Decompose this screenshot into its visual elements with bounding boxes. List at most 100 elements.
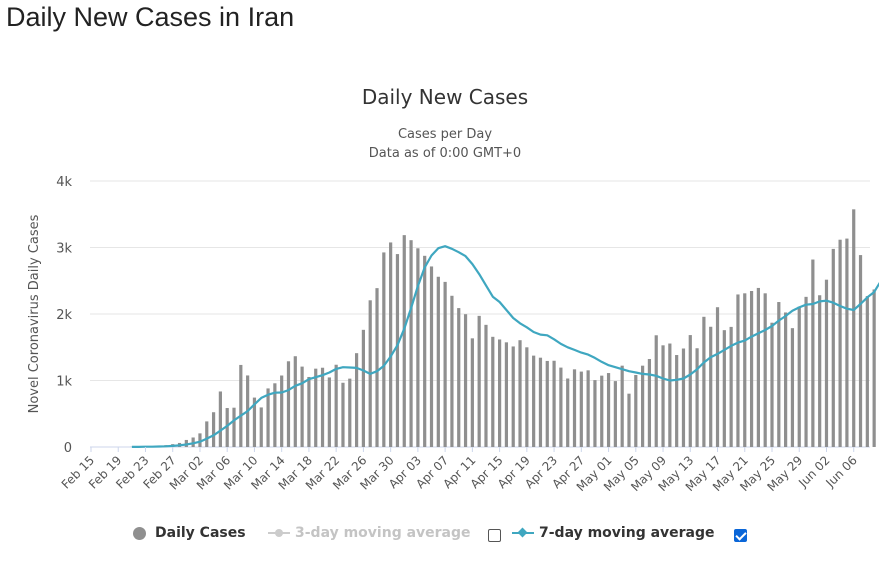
bar-daily-cases[interactable] [273,383,277,447]
bar-daily-cases[interactable] [511,346,515,447]
bar-daily-cases[interactable] [593,380,597,447]
bar-daily-cases[interactable] [484,324,488,447]
bar-daily-cases[interactable] [613,381,617,447]
bar-daily-cases[interactable] [436,276,440,447]
bar-daily-cases[interactable] [736,294,740,447]
bar-daily-cases[interactable] [232,407,236,447]
bar-daily-cases[interactable] [838,239,842,447]
bar-daily-cases[interactable] [784,312,788,447]
bar-daily-cases[interactable] [320,367,325,447]
bar-daily-cases[interactable] [532,355,536,447]
legend-item-daily-cases[interactable]: Daily Cases [133,525,246,541]
bar-daily-cases[interactable] [620,365,624,447]
bar-daily-cases[interactable] [334,364,338,447]
bar-daily-cases[interactable] [545,360,549,447]
bar-daily-cases[interactable] [382,252,386,447]
bar-daily-cases[interactable] [566,378,570,447]
bar-daily-cases[interactable] [361,329,365,447]
checkbox-3day-average[interactable] [488,529,501,542]
bar-daily-cases[interactable] [797,306,801,447]
bar-daily-cases[interactable] [695,348,699,447]
bar-daily-cases[interactable] [831,248,835,447]
bar-daily-cases[interactable] [409,240,413,447]
bar-daily-cases[interactable] [300,366,304,447]
bar-daily-cases[interactable] [375,288,379,447]
bar-daily-cases[interactable] [872,289,876,447]
bar-daily-cases[interactable] [389,242,393,447]
bar-daily-cases[interactable] [845,238,849,447]
bar-daily-cases[interactable] [586,370,590,447]
bar-daily-cases[interactable] [491,336,495,447]
bar-daily-cases[interactable] [518,340,522,447]
bar-daily-cases[interactable] [348,378,352,447]
bar-daily-cases[interactable] [498,339,502,447]
bar-daily-cases[interactable] [307,376,311,447]
bar-daily-cases[interactable] [423,255,427,447]
bar-daily-cases[interactable] [538,357,543,447]
checkbox-checked-icon[interactable] [734,529,747,542]
bar-daily-cases[interactable] [266,388,270,447]
bar-daily-cases[interactable] [416,248,420,447]
bar-daily-cases[interactable] [572,369,577,447]
bar-daily-cases[interactable] [470,338,474,447]
bar-daily-cases[interactable] [661,345,665,447]
bar-daily-cases[interactable] [252,397,257,447]
bar-daily-cases[interactable] [722,330,726,447]
bar-daily-cases[interactable] [477,315,481,447]
bar-daily-cases[interactable] [198,433,202,447]
bar-daily-cases[interactable] [858,255,863,447]
bar-daily-cases[interactable] [286,361,291,447]
bar-daily-cases[interactable] [641,365,645,447]
bar-daily-cases[interactable] [239,364,243,447]
bar-daily-cases[interactable] [211,412,216,447]
bar-daily-cases[interactable] [811,259,815,447]
bar-daily-cases[interactable] [205,421,209,447]
bar-daily-cases[interactable] [824,279,829,447]
bar-daily-cases[interactable] [654,335,658,447]
bar-daily-cases[interactable] [327,377,331,447]
bar-daily-cases[interactable] [225,408,229,447]
bar-daily-cases[interactable] [749,290,754,447]
bar-daily-cases[interactable] [675,355,679,447]
bar-daily-cases[interactable] [293,356,297,447]
bar-daily-cases[interactable] [715,307,720,447]
bar-daily-cases[interactable] [647,359,652,447]
bar-daily-cases[interactable] [463,314,468,447]
bar-daily-cases[interactable] [504,342,509,447]
bar-daily-cases[interactable] [804,296,808,447]
bar-daily-cases[interactable] [702,316,706,447]
bar-daily-cases[interactable] [280,375,284,447]
bar-daily-cases[interactable] [688,335,692,447]
bar-daily-cases[interactable] [790,328,795,447]
bar-daily-cases[interactable] [729,326,733,447]
bar-daily-cases[interactable] [627,393,631,447]
bar-daily-cases[interactable] [600,375,604,447]
bar-daily-cases[interactable] [770,322,774,447]
legend-item-7day-average[interactable]: 7-day moving average [512,525,715,541]
bar-daily-cases[interactable] [852,209,856,447]
bar-daily-cases[interactable] [606,373,611,447]
checkbox-unchecked-icon[interactable] [488,529,501,542]
bar-daily-cases[interactable] [709,326,713,447]
bar-daily-cases[interactable] [341,382,345,447]
bar-daily-cases[interactable] [259,407,263,447]
bar-daily-cases[interactable] [429,266,434,447]
bar-daily-cases[interactable] [763,293,767,447]
bar-daily-cases[interactable] [668,343,672,447]
bar-daily-cases[interactable] [818,295,822,447]
legend-item-3day-average[interactable]: 3-day moving average [268,525,471,541]
bar-daily-cases[interactable] [681,348,686,447]
bar-daily-cases[interactable] [402,235,406,447]
bar-daily-cases[interactable] [450,295,454,447]
bar-daily-cases[interactable] [552,360,556,447]
bar-daily-cases[interactable] [559,367,563,447]
bar-daily-cases[interactable] [443,281,447,447]
bar-daily-cases[interactable] [457,308,461,447]
bar-daily-cases[interactable] [865,296,869,447]
bar-daily-cases[interactable] [525,347,529,447]
bar-daily-cases[interactable] [218,391,222,447]
bar-daily-cases[interactable] [634,374,638,447]
bar-daily-cases[interactable] [777,302,781,447]
checkbox-7day-average[interactable] [734,529,747,542]
bar-daily-cases[interactable] [395,254,400,447]
